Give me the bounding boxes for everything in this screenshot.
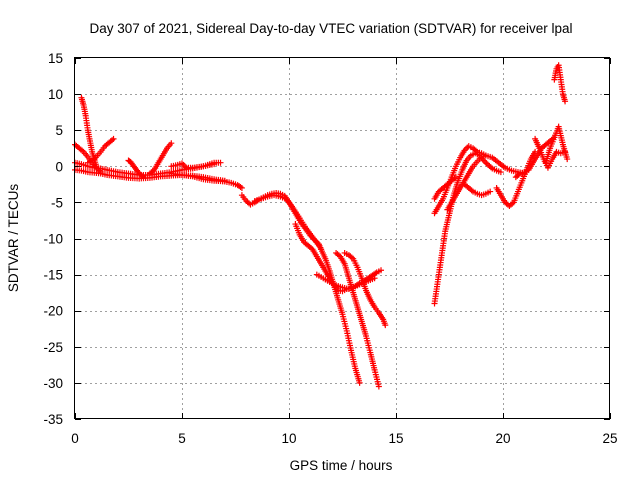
series-arc-16	[313, 271, 378, 293]
data-point	[452, 174, 459, 181]
data-point	[562, 98, 569, 105]
grid	[75, 58, 610, 419]
data-marks	[72, 62, 571, 390]
series-arc-8	[168, 170, 245, 191]
data-point	[97, 169, 104, 176]
x-tick-label: 5	[178, 431, 186, 446]
series-arc-26	[542, 123, 571, 166]
data-point	[356, 379, 363, 386]
y-tick-label: -20	[43, 304, 63, 319]
x-tick-label: 10	[281, 431, 296, 446]
series-arc-5	[84, 135, 117, 166]
data-point	[110, 135, 117, 142]
data-point	[382, 322, 389, 329]
data-point	[378, 267, 385, 274]
data-point	[168, 140, 175, 147]
x-tick-label: 20	[495, 431, 510, 446]
data-point	[371, 275, 378, 282]
series-arc-10	[238, 190, 325, 253]
data-point	[93, 163, 100, 170]
data-point	[497, 169, 504, 176]
y-tick-label: 0	[55, 159, 63, 174]
y-tick-label: 5	[55, 123, 63, 138]
data-point	[564, 156, 571, 163]
x-tick-label: 15	[388, 431, 403, 446]
data-point	[375, 383, 382, 390]
data-point	[238, 184, 245, 191]
y-tick-label: -25	[43, 340, 63, 355]
series-arc-7	[146, 140, 175, 177]
y-tick-label: -30	[43, 376, 63, 391]
series-arc-21	[461, 181, 494, 199]
series-arc-9	[168, 159, 224, 171]
series-arc-14	[333, 249, 382, 390]
data-point	[140, 174, 147, 181]
data-point	[482, 158, 489, 165]
data-point	[217, 159, 224, 166]
axis-ticks: 0 5 10 15 20 25 15 10 5 0 -5 -10 -15 -20 -25 -30 -35	[43, 51, 617, 446]
data-point	[487, 188, 494, 195]
series-arc-19	[431, 174, 459, 202]
series-arc-25	[551, 62, 569, 105]
y-axis-label: SDTVAR / TECUs	[6, 184, 21, 293]
x-tick-label: 25	[602, 431, 617, 446]
y-tick-label: 10	[48, 87, 63, 102]
series-arc-15	[341, 249, 389, 329]
x-tick-label: 0	[71, 431, 79, 446]
data-point	[315, 242, 322, 249]
series-arc-6	[125, 157, 147, 181]
plot-frame	[74, 57, 610, 419]
chart-title: Day 307 of 2021, Sidereal Day-to-day VTE…	[90, 21, 573, 36]
x-axis-label: GPS time / hours	[290, 458, 393, 473]
series-arc-4	[78, 94, 100, 170]
series-arc-11	[251, 192, 322, 249]
y-tick-label: -15	[43, 268, 63, 283]
y-tick-label: -35	[43, 412, 63, 427]
y-tick-label: -5	[51, 195, 63, 210]
y-tick-label: 15	[48, 51, 63, 66]
y-tick-label: -10	[43, 232, 63, 247]
